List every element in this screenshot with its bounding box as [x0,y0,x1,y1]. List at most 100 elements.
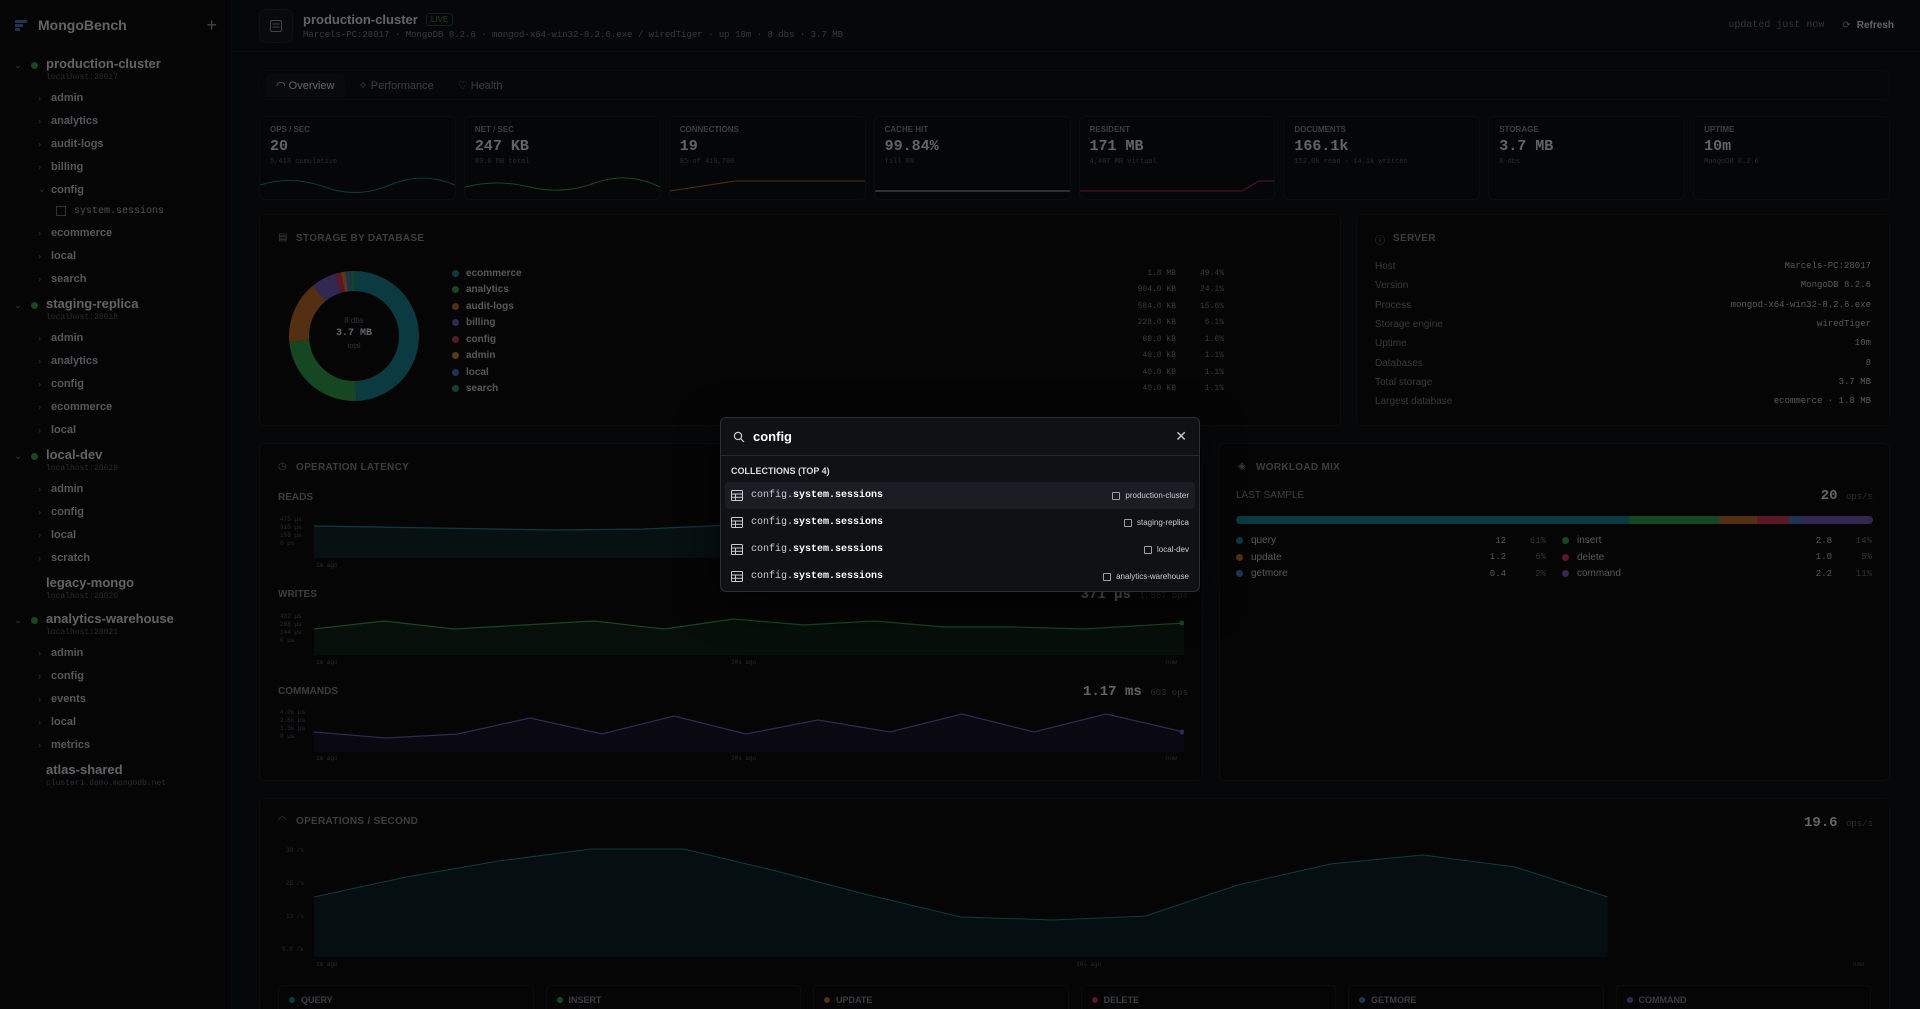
connection-item[interactable]: ⌄ staging-replica localhost:28018 [0,290,231,326]
donut-slice [289,271,419,401]
workload-name: getmore [1251,568,1288,579]
chevron-right-icon: › [38,378,41,389]
commands-x-tick-start: 1m ago [316,755,338,762]
connection-name: analytics-warehouse [46,611,174,626]
database-item[interactable]: › config [0,372,231,395]
ops-breakdown-label: INSERT [568,995,602,1005]
database-item[interactable]: › scratch [0,546,231,569]
connection-name: staging-replica [46,296,139,311]
connection-item[interactable]: legacy-mongo localhost:28020 [0,569,231,605]
database-item[interactable]: › metrics [0,733,231,756]
palette-search-input[interactable] [753,429,1176,444]
chevron-down-icon[interactable]: ⌄ [14,451,23,462]
ops-breakdown-label: UPDATE [836,995,873,1005]
storage-legend-row: ecommerce 1.8 MB 49.4% [452,265,1224,281]
database-item[interactable]: › admin [0,641,231,664]
db-name: config [466,333,496,345]
tab-overview[interactable]: ◠ Overview [266,73,345,97]
chevron-right-icon: › [38,401,41,412]
metric-label: STORAGE [1499,125,1539,134]
connection-item[interactable]: ⌄ local-dev localhost:28019 [0,441,231,477]
table-icon [731,517,743,528]
connection-item[interactable]: ⌄ analytics-warehouse localhost:28021 [0,605,231,641]
metric-card: NET / SEC 247 KB 89.0 MB total [463,116,661,200]
workload-legend-row: insert 2.8 14% [1562,535,1872,546]
database-item[interactable]: › events [0,687,231,710]
database-item[interactable]: › config [0,664,231,687]
db-pct: 6.1% [1204,318,1224,327]
result-cluster: production-cluster [1112,491,1189,500]
database-item[interactable]: ⌄ config [0,178,231,201]
database-item[interactable]: › local [0,523,231,546]
chevron-right-icon: › [38,355,41,366]
palette-result-item[interactable]: config. system.sessions analytics-warehous… [725,563,1195,590]
writes-ops: 1,567 ops [1139,591,1188,601]
legend-dot [1626,997,1633,1003]
database-item[interactable]: › admin [0,326,231,349]
connection-name: local-dev [46,447,103,462]
server-value: 8 [1865,357,1871,368]
storage-panel: ▤ STORAGE BY DATABASE 8 dbs 3.7 MB total… [259,214,1341,426]
server-row: Largest database ecommerce · 1.8 MB [1375,396,1871,412]
ops-unit: ops/s [1845,819,1873,829]
metric-label: CONNECTIONS [679,125,739,134]
workload-ops-value: 20 [1820,488,1838,504]
reads-x-tick: 1m ago [316,562,338,569]
database-item[interactable]: › config [0,500,231,523]
storage-legend-row: local 40.0 KB 1.1% [452,364,1224,380]
metric-sparkline [260,177,455,193]
refresh-button[interactable]: Refresh [1856,20,1894,31]
database-label: local [51,715,77,728]
db-size: 228.0 KB [1137,318,1176,327]
database-label: admin [51,646,84,659]
result-db: config. [751,544,794,555]
result-cluster: analytics-warehouse [1103,572,1189,581]
metric-sparkline [464,177,660,191]
database-item[interactable]: › local [0,418,231,441]
palette-result-item[interactable]: config. system.sessions local-dev [725,536,1195,563]
collection-item[interactable]: system.sessions [0,201,231,221]
legend-dot [824,997,830,1003]
database-item[interactable]: › admin [0,86,231,109]
database-item[interactable]: › analytics [0,109,231,132]
database-item[interactable]: › local [0,710,231,733]
metric-sub: 4,407 MB virtual [1089,158,1157,166]
chevron-right-icon: › [38,273,41,284]
database-item[interactable]: › audit-logs [0,132,231,155]
status-dot [31,62,38,69]
palette-result-item[interactable]: config. system.sessions production-cluster [725,482,1195,509]
tab-health[interactable]: ♡ Health [448,74,513,97]
close-icon[interactable]: ✕ [1175,428,1187,444]
workload-panel: ◈ WORKLOAD MIX LAST SAMPLE 20 ops/s quer… [1219,443,1890,781]
database-item[interactable]: › search [0,267,231,290]
add-connection-button[interactable]: + [206,14,217,35]
database-item[interactable]: › local [0,244,231,267]
layers-icon: ◈ [1238,461,1246,472]
connection-item[interactable]: atlas-shared cluster1.demo.mongodb.net [0,756,231,792]
database-icon [1103,572,1112,581]
tab-performance[interactable]: ✧ Performance [349,74,444,97]
writes-tick: 0 µs [280,637,295,644]
db-size: 904.0 KB [1137,285,1176,294]
metric-card: STORAGE 3.7 MB 8 dbs [1488,116,1686,200]
database-item[interactable]: › admin [0,477,231,500]
workload-name: query [1251,535,1277,546]
connection-host: localhost:28018 [46,313,119,322]
result-collection: system.sessions [793,571,884,582]
database-item[interactable]: › ecommerce [0,221,231,244]
result-cluster-name: production-cluster [1125,491,1189,500]
workload-value: 2.8 [1815,535,1832,546]
connection-item[interactable]: ⌄ production-cluster localhost:28017 [0,50,231,86]
commands-tick: 1.3k µs [280,725,306,732]
palette-result-item[interactable]: config. system.sessions staging-replica [725,509,1195,536]
database-item[interactable]: › billing [0,155,231,178]
last-sample-label: LAST SAMPLE [1236,490,1305,501]
metric-sub: 85 of 419,700 [679,158,735,166]
metric-label: OPS / SEC [270,125,311,134]
database-item[interactable]: › ecommerce [0,395,231,418]
database-item[interactable]: › analytics [0,349,231,372]
metric-sub: MongoDB 8.2.6 [1704,158,1759,166]
chevron-down-icon[interactable]: ⌄ [14,300,23,311]
chevron-down-icon[interactable]: ⌄ [14,60,23,71]
chevron-down-icon[interactable]: ⌄ [14,615,23,626]
